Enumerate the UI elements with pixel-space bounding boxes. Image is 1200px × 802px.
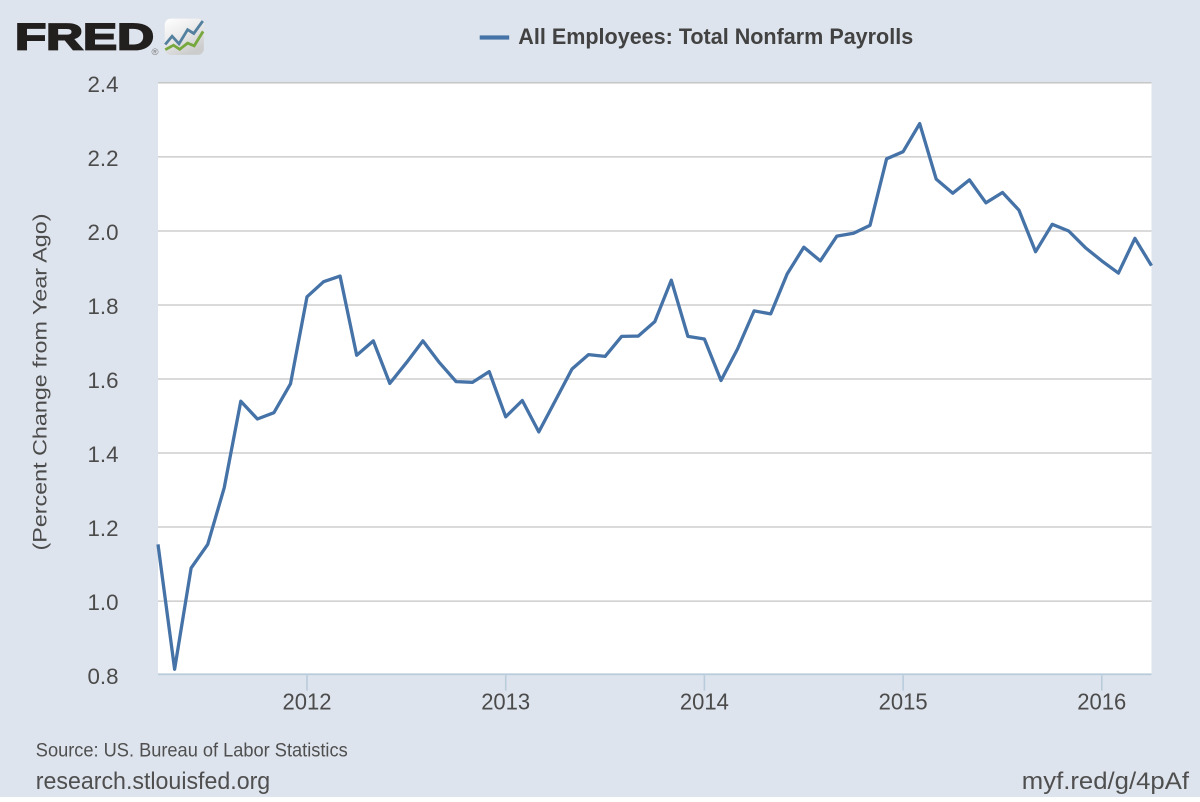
svg-text:1.2: 1.2: [88, 516, 119, 541]
svg-text:2016: 2016: [1077, 689, 1126, 715]
svg-text:1.4: 1.4: [88, 442, 119, 467]
svg-text:Source: US. Bureau of Labor St: Source: US. Bureau of Labor Statistics: [36, 740, 348, 762]
svg-text:2012: 2012: [283, 689, 332, 715]
svg-text:1.6: 1.6: [88, 368, 119, 393]
svg-text:2.4: 2.4: [88, 72, 119, 97]
svg-text:myf.red/g/4pAf: myf.red/g/4pAf: [1022, 768, 1189, 795]
svg-text:2014: 2014: [680, 689, 729, 715]
svg-text:All Employees: Total Nonfarm P: All Employees: Total Nonfarm Payrolls: [518, 24, 913, 49]
svg-text:2015: 2015: [879, 689, 928, 715]
svg-text:research.stlouisfed.org: research.stlouisfed.org: [36, 768, 270, 795]
svg-text:®: ®: [152, 47, 159, 58]
svg-text:1.8: 1.8: [88, 294, 119, 319]
svg-text:2.0: 2.0: [88, 220, 119, 245]
svg-text:FRED: FRED: [15, 17, 154, 58]
svg-text:2013: 2013: [481, 689, 530, 715]
svg-text:2.2: 2.2: [88, 146, 119, 171]
svg-text:0.8: 0.8: [88, 664, 119, 689]
svg-text:1.0: 1.0: [88, 590, 119, 615]
svg-text:(Percent Change from Year Ago): (Percent Change from Year Ago): [30, 214, 52, 551]
